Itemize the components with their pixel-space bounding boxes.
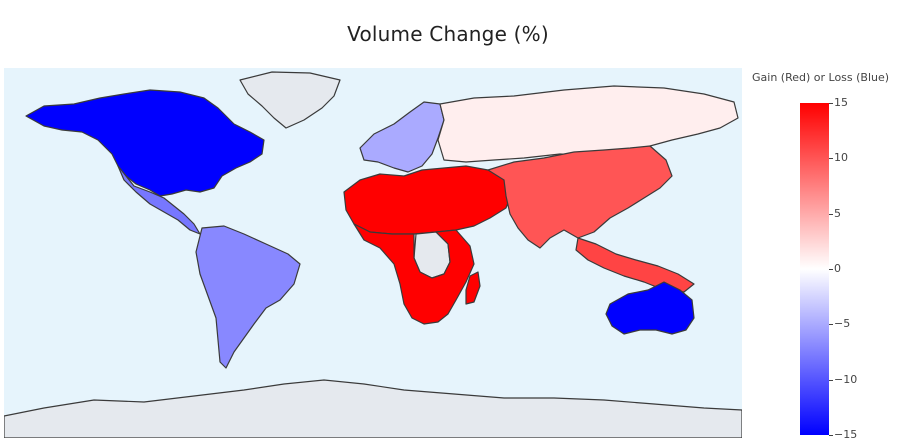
region-south-america[interactable] <box>195 225 301 369</box>
colorbar-tick <box>829 435 833 436</box>
colorbar-tick-label: 15 <box>834 96 848 109</box>
colorbar-tick-label: 10 <box>834 151 848 164</box>
region-russia[interactable] <box>437 85 739 163</box>
chart-title: Volume Change (%) <box>347 22 549 46</box>
region-southeast-asia[interactable] <box>575 237 695 293</box>
colorbar-tick-label: −10 <box>834 373 858 386</box>
colorbar-tick <box>829 324 833 325</box>
region-north-america[interactable] <box>25 89 265 197</box>
region-greenland[interactable] <box>239 71 341 129</box>
colorbar-title: Gain (Red) or Loss (Blue) <box>752 71 890 84</box>
region-australia[interactable] <box>605 281 695 335</box>
colorbar-tick <box>829 214 833 215</box>
colorbar-tick <box>829 380 833 381</box>
colorbar-tick <box>829 103 833 104</box>
region-madagascar[interactable] <box>465 271 481 305</box>
region-south-east-asia[interactable] <box>487 145 673 249</box>
colorbar-tick-label: −5 <box>834 317 851 330</box>
world-map[interactable] <box>4 68 742 438</box>
region-sub-saharan-africa[interactable] <box>353 223 475 325</box>
colorbar-tick-label: 0 <box>834 262 841 275</box>
region-antarctica[interactable] <box>4 379 742 438</box>
colorbar-tick-label: 5 <box>834 207 841 220</box>
colorbar <box>800 103 829 435</box>
colorbar-tick <box>829 158 833 159</box>
colorbar-tick <box>829 269 833 270</box>
colorbar-tick-label: −15 <box>834 428 858 441</box>
map-svg <box>4 68 742 438</box>
